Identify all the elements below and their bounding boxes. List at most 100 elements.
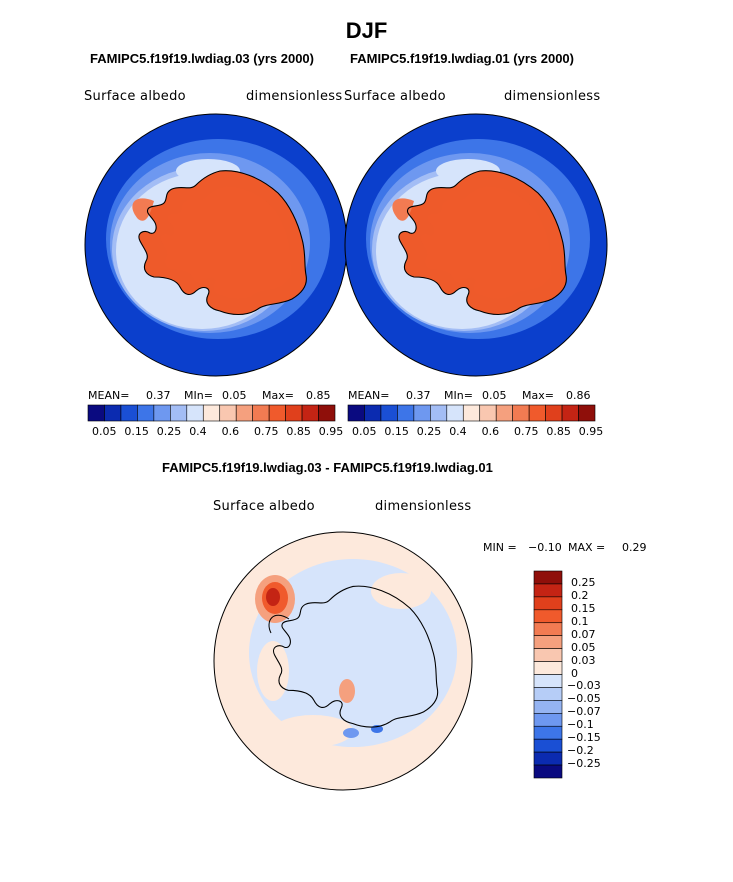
colorbar-1-box — [301, 404, 319, 422]
colorbar-1-box — [285, 404, 303, 422]
colorbar-1-tick-label: 0.15 — [124, 425, 149, 438]
panel-1-title: FAMIPC5.f19f19.lwdiag.03 (yrs 2000) — [90, 51, 314, 66]
panel-2-mean: 0.37 — [406, 389, 431, 402]
panel-1-min-label: MIn= — [184, 389, 213, 402]
panel-2-min-label: MIn= — [444, 389, 473, 402]
colorbar-2-box — [561, 404, 579, 422]
diff-positive-spot — [339, 679, 355, 703]
colorbar-2-tick-label: 0.75 — [514, 425, 539, 438]
colorbar-1-tick-label: 0.85 — [286, 425, 311, 438]
page-title: DJF — [345, 18, 388, 43]
panel-1-mean-label: MEAN= — [88, 389, 130, 402]
diff-colorbar-tick-label: 0.15 — [571, 601, 596, 615]
panel-2-max-label: Max= — [522, 389, 554, 402]
panel-2-units: dimensionless — [504, 89, 601, 104]
colorbar-2-tick-label: 0.95 — [578, 425, 604, 438]
colorbar-2-tick-label: 0.15 — [384, 425, 409, 438]
diff-colorbar-tick-label: 0.1 — [571, 614, 589, 628]
colorbar-2-box — [364, 404, 382, 422]
diff-colorbar-tick-label: −0.25 — [567, 757, 601, 771]
colorbar-2-tick-label: 0.25 — [416, 425, 442, 438]
diff-colorbar-tick-label: −0.07 — [567, 705, 601, 719]
diff-units: dimensionless — [375, 499, 472, 514]
panel-2-max: 0.86 — [566, 389, 591, 402]
panel-2-variable: Surface albedo — [344, 89, 446, 104]
colorbar-1-box — [252, 404, 270, 422]
colorbar-2-box — [446, 404, 464, 422]
diff-colorbar-box — [533, 674, 563, 688]
panel-1-min: 0.05 — [222, 389, 247, 402]
colorbar-1-tick-label: 0.25 — [156, 425, 182, 438]
panel-2-min: 0.05 — [482, 389, 507, 402]
diff-colorbar-tick-label: −0.1 — [567, 718, 594, 732]
diff-colorbar-box — [533, 687, 563, 701]
colorbar-2-box — [347, 404, 365, 422]
diff-colorbar-box — [533, 738, 563, 753]
peninsula-coastline — [268, 614, 290, 634]
colorbar-2-tick-label: 0.85 — [546, 425, 571, 438]
panel-1-max-label: Max= — [262, 389, 294, 402]
diff-negative-spot — [343, 728, 359, 738]
peninsula-albedo — [392, 198, 414, 221]
diff-colorbar-tick-label: 0 — [571, 666, 578, 680]
colorbar-1-box — [104, 404, 122, 422]
colorbar-2-box — [479, 404, 497, 422]
panel-2-title: FAMIPC5.f19f19.lwdiag.01 (yrs 2000) — [350, 51, 574, 66]
colorbar-1-tick-label: 0.75 — [254, 425, 279, 438]
diff-colorbar-tick-label: −0.05 — [567, 692, 601, 706]
colorbar-2-box — [545, 404, 563, 422]
diff-colorbar-box — [533, 570, 563, 585]
colorbar-1-tick-label: 0.95 — [318, 425, 344, 438]
colorbar-1-box — [120, 404, 138, 422]
diff-colorbar-tick-label: −0.2 — [567, 744, 594, 758]
diff-colorbar-tick-label: 0.05 — [571, 640, 596, 654]
polar-map-1 — [85, 114, 347, 376]
diff-colorbar-tick-label: −0.15 — [567, 731, 601, 745]
diff-colorbar-tick-label: 0.2 — [571, 588, 589, 602]
panel-1-max: 0.85 — [306, 389, 331, 402]
colorbar-2-box — [380, 404, 398, 422]
diff-colorbar-tick-label: 0.03 — [571, 653, 596, 667]
panel-1-variable: Surface albedo — [84, 89, 186, 104]
diff-colorbar-box — [533, 622, 563, 636]
colorbar-2-tick-label: 0.4 — [449, 425, 467, 438]
diff-colorbar-box — [533, 713, 563, 727]
peninsula-albedo — [132, 198, 154, 221]
colorbar-2-box — [397, 404, 415, 422]
colorbar-2-box — [578, 404, 596, 422]
diff-variable: Surface albedo — [213, 499, 315, 514]
colorbar-2-box — [462, 404, 481, 422]
colorbar-1-box — [219, 404, 237, 422]
diff-positive-patch — [371, 573, 431, 609]
diff-colorbar-tick-label: −0.03 — [567, 679, 601, 693]
colorbar-1-tick-label: 0.6 — [221, 425, 240, 438]
colorbar-2-box — [413, 404, 431, 422]
diff-colorbar-box — [533, 700, 563, 714]
map-border — [213, 531, 473, 791]
diff-colorbar-box — [533, 751, 563, 766]
diff-min-label: MIN = — [483, 541, 517, 554]
panel-1-units: dimensionless — [246, 89, 343, 104]
diff-title: FAMIPC5.f19f19.lwdiag.03 - FAMIPC5.f19f1… — [162, 460, 493, 475]
diff-colorbar-box — [533, 609, 563, 624]
colorbar-2-box — [495, 404, 513, 422]
panel-1-mean: 0.37 — [146, 389, 171, 402]
colorbar-1-box — [268, 404, 286, 422]
diff-anomaly-core — [266, 588, 280, 606]
diff-min: −0.10 — [528, 541, 562, 554]
colorbar-1-box — [186, 404, 204, 422]
colorbar-2-tick-label: 0.6 — [481, 425, 500, 438]
diff-colorbar-box — [533, 764, 563, 779]
colorbar-1-box — [137, 404, 155, 422]
colorbar-1-box — [318, 404, 336, 422]
map-border — [344, 113, 608, 377]
colorbar-2-box — [528, 404, 546, 422]
panel-2-mean-label: MEAN= — [348, 389, 390, 402]
polar-map-2 — [345, 114, 607, 376]
diff-colorbar-tick-label: 0.07 — [571, 627, 596, 641]
colorbar-1-box — [202, 404, 221, 422]
diff-positive-patch — [273, 715, 353, 747]
polar-map-diff — [214, 532, 472, 790]
diff-colorbar-box — [533, 725, 563, 740]
